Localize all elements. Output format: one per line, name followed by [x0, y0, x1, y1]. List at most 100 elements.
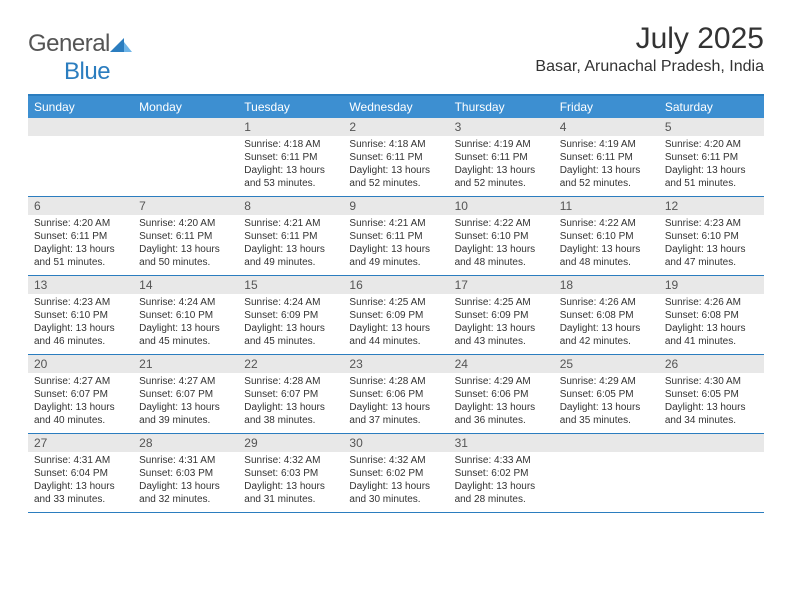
daylight-line: Daylight: 13 hours and 39 minutes.: [139, 401, 232, 427]
dow-label: Monday: [133, 96, 238, 118]
day-number: 14: [133, 276, 238, 294]
day-number: 9: [343, 197, 448, 215]
daylight-line: Daylight: 13 hours and 48 minutes.: [455, 243, 548, 269]
daylight-line: Daylight: 13 hours and 35 minutes.: [560, 401, 653, 427]
day-number: 11: [554, 197, 659, 215]
sunrise-line: Sunrise: 4:25 AM: [455, 296, 548, 309]
sunrise-line: Sunrise: 4:22 AM: [455, 217, 548, 230]
daylight-line: Daylight: 13 hours and 34 minutes.: [665, 401, 758, 427]
day-cell: 26Sunrise: 4:30 AMSunset: 6:05 PMDayligh…: [659, 355, 764, 433]
day-number: 13: [28, 276, 133, 294]
sunrise-line: Sunrise: 4:18 AM: [244, 138, 337, 151]
brand-logo: GeneralBlue: [28, 30, 132, 86]
sunrise-line: Sunrise: 4:25 AM: [349, 296, 442, 309]
day-body: Sunrise: 4:25 AMSunset: 6:09 PMDaylight:…: [343, 294, 448, 352]
day-cell: 15Sunrise: 4:24 AMSunset: 6:09 PMDayligh…: [238, 276, 343, 354]
sunrise-line: Sunrise: 4:33 AM: [455, 454, 548, 467]
daylight-line: Daylight: 13 hours and 48 minutes.: [560, 243, 653, 269]
day-number: 30: [343, 434, 448, 452]
sunset-line: Sunset: 6:09 PM: [244, 309, 337, 322]
sunrise-line: Sunrise: 4:19 AM: [560, 138, 653, 151]
daylight-line: Daylight: 13 hours and 28 minutes.: [455, 480, 548, 506]
daylight-line: Daylight: 13 hours and 46 minutes.: [34, 322, 127, 348]
day-number: [659, 434, 764, 452]
day-number: 6: [28, 197, 133, 215]
day-cell: 4Sunrise: 4:19 AMSunset: 6:11 PMDaylight…: [554, 118, 659, 196]
sunrise-line: Sunrise: 4:21 AM: [244, 217, 337, 230]
daylight-line: Daylight: 13 hours and 51 minutes.: [665, 164, 758, 190]
sunset-line: Sunset: 6:10 PM: [139, 309, 232, 322]
day-number: 29: [238, 434, 343, 452]
day-number: 3: [449, 118, 554, 136]
daylight-line: Daylight: 13 hours and 32 minutes.: [139, 480, 232, 506]
dow-label: Tuesday: [238, 96, 343, 118]
daylight-line: Daylight: 13 hours and 41 minutes.: [665, 322, 758, 348]
daylight-line: Daylight: 13 hours and 52 minutes.: [455, 164, 548, 190]
calendar: SundayMondayTuesdayWednesdayThursdayFrid…: [28, 94, 764, 513]
day-body: Sunrise: 4:26 AMSunset: 6:08 PMDaylight:…: [659, 294, 764, 352]
sunset-line: Sunset: 6:08 PM: [560, 309, 653, 322]
day-body: Sunrise: 4:19 AMSunset: 6:11 PMDaylight:…: [554, 136, 659, 194]
day-number: 25: [554, 355, 659, 373]
sunrise-line: Sunrise: 4:22 AM: [560, 217, 653, 230]
sunrise-line: Sunrise: 4:32 AM: [349, 454, 442, 467]
day-cell: 6Sunrise: 4:20 AMSunset: 6:11 PMDaylight…: [28, 197, 133, 275]
day-cell: 3Sunrise: 4:19 AMSunset: 6:11 PMDaylight…: [449, 118, 554, 196]
day-cell: 24Sunrise: 4:29 AMSunset: 6:06 PMDayligh…: [449, 355, 554, 433]
week-row: 27Sunrise: 4:31 AMSunset: 6:04 PMDayligh…: [28, 434, 764, 513]
day-number: 4: [554, 118, 659, 136]
day-body: Sunrise: 4:24 AMSunset: 6:09 PMDaylight:…: [238, 294, 343, 352]
triangle-icon: [110, 30, 132, 57]
day-cell: 29Sunrise: 4:32 AMSunset: 6:03 PMDayligh…: [238, 434, 343, 512]
day-number: 31: [449, 434, 554, 452]
day-cell: 25Sunrise: 4:29 AMSunset: 6:05 PMDayligh…: [554, 355, 659, 433]
day-cell: 21Sunrise: 4:27 AMSunset: 6:07 PMDayligh…: [133, 355, 238, 433]
sunset-line: Sunset: 6:09 PM: [455, 309, 548, 322]
calendar-page: GeneralBlue July 2025 Basar, Arunachal P…: [0, 0, 792, 513]
day-cell: 17Sunrise: 4:25 AMSunset: 6:09 PMDayligh…: [449, 276, 554, 354]
sunrise-line: Sunrise: 4:29 AM: [455, 375, 548, 388]
empty-cell: [554, 434, 659, 512]
sunset-line: Sunset: 6:11 PM: [349, 151, 442, 164]
day-body: Sunrise: 4:22 AMSunset: 6:10 PMDaylight:…: [554, 215, 659, 273]
day-body: Sunrise: 4:25 AMSunset: 6:09 PMDaylight:…: [449, 294, 554, 352]
day-cell: 27Sunrise: 4:31 AMSunset: 6:04 PMDayligh…: [28, 434, 133, 512]
sunset-line: Sunset: 6:04 PM: [34, 467, 127, 480]
daylight-line: Daylight: 13 hours and 43 minutes.: [455, 322, 548, 348]
daylight-line: Daylight: 13 hours and 45 minutes.: [139, 322, 232, 348]
sunset-line: Sunset: 6:05 PM: [560, 388, 653, 401]
sunrise-line: Sunrise: 4:26 AM: [665, 296, 758, 309]
brand-text: GeneralBlue: [28, 30, 132, 86]
day-cell: 19Sunrise: 4:26 AMSunset: 6:08 PMDayligh…: [659, 276, 764, 354]
week-row: 20Sunrise: 4:27 AMSunset: 6:07 PMDayligh…: [28, 355, 764, 434]
weeks-container: 1Sunrise: 4:18 AMSunset: 6:11 PMDaylight…: [28, 118, 764, 513]
sunrise-line: Sunrise: 4:31 AM: [34, 454, 127, 467]
daylight-line: Daylight: 13 hours and 52 minutes.: [560, 164, 653, 190]
sunrise-line: Sunrise: 4:23 AM: [34, 296, 127, 309]
day-body: Sunrise: 4:28 AMSunset: 6:06 PMDaylight:…: [343, 373, 448, 431]
sunrise-line: Sunrise: 4:29 AM: [560, 375, 653, 388]
sunset-line: Sunset: 6:11 PM: [244, 151, 337, 164]
day-body: Sunrise: 4:32 AMSunset: 6:03 PMDaylight:…: [238, 452, 343, 510]
day-body: Sunrise: 4:21 AMSunset: 6:11 PMDaylight:…: [238, 215, 343, 273]
sunrise-line: Sunrise: 4:24 AM: [139, 296, 232, 309]
sunset-line: Sunset: 6:11 PM: [139, 230, 232, 243]
sunrise-line: Sunrise: 4:27 AM: [34, 375, 127, 388]
day-number: 8: [238, 197, 343, 215]
empty-cell: [28, 118, 133, 196]
title-block: July 2025 Basar, Arunachal Pradesh, Indi…: [535, 22, 764, 76]
day-number: 20: [28, 355, 133, 373]
day-cell: 1Sunrise: 4:18 AMSunset: 6:11 PMDaylight…: [238, 118, 343, 196]
day-body: Sunrise: 4:32 AMSunset: 6:02 PMDaylight:…: [343, 452, 448, 510]
sunrise-line: Sunrise: 4:18 AM: [349, 138, 442, 151]
day-cell: 5Sunrise: 4:20 AMSunset: 6:11 PMDaylight…: [659, 118, 764, 196]
day-body: Sunrise: 4:28 AMSunset: 6:07 PMDaylight:…: [238, 373, 343, 431]
day-cell: 13Sunrise: 4:23 AMSunset: 6:10 PMDayligh…: [28, 276, 133, 354]
day-number: [133, 118, 238, 136]
sunset-line: Sunset: 6:10 PM: [560, 230, 653, 243]
day-body: Sunrise: 4:29 AMSunset: 6:05 PMDaylight:…: [554, 373, 659, 431]
sunrise-line: Sunrise: 4:31 AM: [139, 454, 232, 467]
day-number: 26: [659, 355, 764, 373]
day-body: [133, 136, 238, 192]
week-row: 1Sunrise: 4:18 AMSunset: 6:11 PMDaylight…: [28, 118, 764, 197]
